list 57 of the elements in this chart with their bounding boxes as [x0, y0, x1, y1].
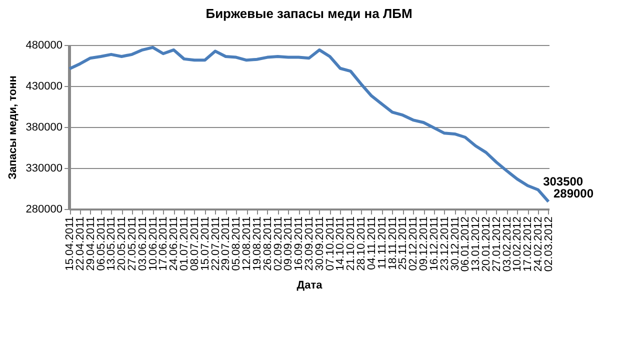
x-tick-label: 28.10.2011 [356, 216, 368, 271]
x-tick-label: 05.08.2011 [230, 216, 243, 271]
x-tick-label: 17.02.2012 [522, 216, 534, 272]
x-tick-label: 09.09.2011 [282, 216, 295, 271]
x-tick-label: 18.11.2011 [386, 216, 399, 270]
data-label: 289000 [553, 186, 594, 201]
y-tick-label: 330000 [26, 162, 62, 174]
x-tick-label: 26.08.2011 [262, 216, 274, 271]
y-tick-label: 380000 [26, 122, 62, 134]
x-tick-label: 20.05.2011 [116, 216, 128, 271]
x-tick-label: 09.12.2011 [418, 216, 430, 271]
x-tick-label: 19.08.2011 [251, 216, 264, 271]
x-tick-label: 16.12.2011 [428, 216, 440, 271]
x-tick-label: 13.01.2012 [470, 216, 482, 272]
y-tick-label: 430000 [26, 80, 62, 92]
x-tick-label: 30.12.2011 [449, 216, 462, 271]
x-tick-label: 08.07.2011 [188, 216, 201, 271]
x-tick-label: 23.09.2011 [304, 216, 316, 271]
x-tick-label: 16.09.2011 [293, 216, 306, 271]
x-tick-label: 23.12.2011 [438, 216, 451, 271]
x-tick-label: 02.03.2012 [542, 216, 555, 272]
x-tick-label: 06.05.2011 [95, 216, 108, 271]
chart-title: Биржевые запасы меди на ЛБМ [206, 6, 412, 21]
x-tick-label: 27.01.2012 [490, 216, 503, 272]
x-tick-label: 21.10.2011 [345, 216, 358, 271]
x-tick-label: 22.04.2011 [74, 216, 86, 271]
x-tick-label: 03.06.2011 [136, 216, 149, 271]
x-tick-label: 24.06.2011 [168, 216, 180, 271]
y-axis-title: Запасы меди, тонн [6, 76, 19, 180]
y-tick-label: 480000 [26, 40, 62, 52]
x-tick-label: 27.05.2011 [126, 216, 138, 271]
x-tick-label: 29.04.2011 [84, 216, 97, 271]
x-tick-label: 01.07.2011 [178, 216, 191, 271]
x-tick-label: 10.02.2012 [512, 216, 524, 272]
x-tick-label: 11.11.2011 [376, 216, 388, 270]
x-tick-label: 12.08.2011 [241, 216, 254, 271]
x-tick-label: 20.01.2012 [480, 216, 493, 272]
y-tick-label: 280000 [26, 204, 62, 216]
x-tick-label: 24.02.2012 [532, 216, 545, 272]
data-label: 303500 [543, 174, 584, 189]
x-tick-label: 15.04.2011 [64, 216, 76, 271]
x-tick-label: 02.09.2011 [272, 216, 284, 271]
x-tick-label: 06.01.2012 [460, 216, 472, 272]
x-tick-label: 10.06.2011 [147, 216, 160, 271]
x-tick-label: 17.06.2011 [158, 216, 170, 271]
x-tick-label: 22.07.2011 [210, 216, 222, 271]
x-tick-label: 03.02.2012 [501, 216, 514, 272]
x-axis-title: Дата [296, 280, 324, 292]
x-tick-label: 29.07.2011 [220, 216, 232, 271]
x-tick-label: 30.09.2011 [314, 216, 326, 271]
x-tick-label: 14.10.2011 [334, 216, 347, 271]
x-tick-label: 15.07.2011 [199, 216, 212, 271]
x-tick-label: 13.05.2011 [106, 216, 118, 271]
x-tick-label: 07.10.2011 [324, 216, 336, 271]
x-tick-label: 02.12.2011 [408, 216, 420, 271]
x-tick-label: 25.11.2011 [397, 216, 410, 270]
x-tick-label: 04.11.2011 [366, 216, 378, 270]
